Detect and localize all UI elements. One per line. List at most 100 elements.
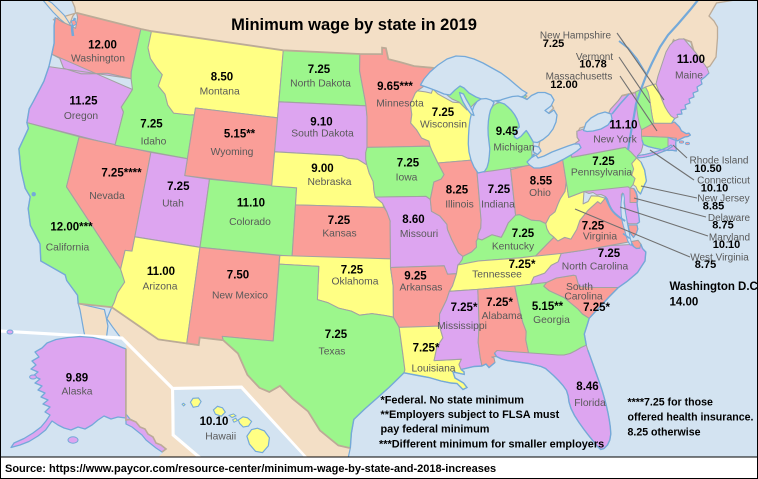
- svg-text:Ohio: Ohio: [529, 188, 551, 199]
- svg-text:Iowa: Iowa: [396, 173, 418, 184]
- svg-text:7.25: 7.25: [582, 221, 605, 233]
- svg-text:10.10: 10.10: [200, 416, 229, 428]
- svg-text:7.25****: 7.25****: [101, 168, 142, 180]
- svg-text:Oklahoma: Oklahoma: [332, 277, 379, 288]
- svg-text:9.10: 9.10: [310, 117, 332, 129]
- svg-text:Idaho: Idaho: [141, 137, 167, 148]
- svg-text:Wisconsin: Wisconsin: [420, 120, 467, 131]
- svg-text:7.25: 7.25: [325, 329, 348, 341]
- svg-text:5.15**: 5.15**: [224, 129, 256, 141]
- svg-text:Maryland: Maryland: [709, 233, 750, 244]
- svg-text:Connecticut: Connecticut: [697, 176, 750, 187]
- svg-text:pay federal minimum: pay federal minimum: [381, 424, 490, 436]
- svg-text:Washington: Washington: [71, 54, 125, 65]
- svg-text:Arkansas: Arkansas: [400, 283, 443, 294]
- svg-text:Delaware: Delaware: [708, 213, 751, 224]
- svg-text:***Different minimum for small: ***Different minimum for smaller employe…: [379, 438, 604, 450]
- svg-text:Colorado: Colorado: [229, 217, 271, 228]
- svg-text:9.25: 9.25: [404, 271, 427, 283]
- svg-text:Louisiana: Louisiana: [411, 364, 455, 375]
- svg-text:Wyoming: Wyoming: [211, 147, 254, 158]
- svg-text:7.25*: 7.25*: [486, 297, 513, 309]
- svg-text:Tennessee: Tennessee: [472, 270, 522, 281]
- svg-text:9.00: 9.00: [311, 163, 333, 175]
- svg-text:Nevada: Nevada: [89, 191, 125, 202]
- svg-text:7.25: 7.25: [592, 156, 615, 168]
- svg-text:New York: New York: [593, 135, 637, 146]
- svg-text:Vermont: Vermont: [576, 52, 613, 63]
- svg-text:7.25*: 7.25*: [413, 343, 440, 355]
- svg-text:11.00: 11.00: [677, 54, 705, 66]
- svg-text:Mississippi: Mississippi: [437, 321, 487, 332]
- svg-text:Source: https://www.paycor.com: Source: https://www.paycor.com/resource-…: [5, 463, 496, 475]
- svg-text:9.65***: 9.65***: [377, 81, 413, 93]
- svg-text:10.50: 10.50: [694, 163, 722, 175]
- svg-text:Oregon: Oregon: [64, 111, 99, 122]
- svg-text:Illinois: Illinois: [445, 199, 474, 210]
- svg-text:12.00: 12.00: [550, 79, 578, 91]
- svg-text:8.85: 8.85: [703, 201, 724, 213]
- svg-text:7.50: 7.50: [227, 270, 249, 282]
- svg-text:Alaska: Alaska: [62, 387, 93, 398]
- svg-text:California: California: [46, 242, 90, 253]
- svg-text:Texas: Texas: [319, 347, 346, 358]
- svg-text:Arizona: Arizona: [143, 282, 178, 293]
- svg-text:7.25*: 7.25*: [509, 259, 536, 271]
- svg-text:12.00: 12.00: [88, 40, 117, 52]
- svg-text:****7.25 for those: ****7.25 for those: [628, 397, 713, 409]
- svg-text:Michigan: Michigan: [493, 143, 534, 154]
- svg-text:7.25: 7.25: [328, 215, 351, 227]
- svg-text:New Hampshire: New Hampshire: [540, 31, 612, 42]
- svg-text:10.10: 10.10: [701, 183, 729, 195]
- svg-text:12.00***: 12.00***: [50, 222, 93, 234]
- svg-text:Massachusetts: Massachusetts: [546, 72, 613, 83]
- svg-text:8.46: 8.46: [576, 381, 598, 393]
- svg-text:offered health insurance.: offered health insurance.: [628, 412, 754, 424]
- svg-text:8.25: 8.25: [446, 185, 469, 197]
- svg-text:9.45: 9.45: [496, 126, 519, 138]
- svg-text:Washington D.C.: Washington D.C.: [670, 281, 758, 293]
- svg-text:7.25: 7.25: [167, 181, 190, 193]
- svg-text:Kansas: Kansas: [322, 229, 356, 240]
- svg-text:South Dakota: South Dakota: [291, 128, 354, 139]
- svg-text:7.25: 7.25: [598, 248, 621, 260]
- svg-text:7.25: 7.25: [488, 184, 511, 196]
- svg-text:Virginia: Virginia: [583, 231, 617, 242]
- svg-text:7.25: 7.25: [543, 38, 564, 50]
- svg-text:7.25*: 7.25*: [583, 302, 610, 314]
- svg-text:Utah: Utah: [162, 199, 184, 210]
- svg-text:5.15**: 5.15**: [532, 301, 564, 313]
- svg-text:Hawaii: Hawaii: [205, 432, 236, 443]
- svg-text:Georgia: Georgia: [533, 315, 570, 326]
- svg-text:Carolina: Carolina: [564, 291, 603, 302]
- svg-text:14.00: 14.00: [670, 297, 699, 309]
- svg-text:8.75: 8.75: [695, 259, 716, 271]
- svg-text:8.75: 8.75: [712, 220, 733, 232]
- svg-text:South: South: [566, 282, 593, 293]
- svg-text:7.25*: 7.25*: [451, 302, 478, 314]
- svg-text:11.10: 11.10: [609, 120, 637, 132]
- svg-text:Minimum wage by state in 2019: Minimum wage by state in 2019: [231, 16, 477, 34]
- svg-text:11.00: 11.00: [147, 266, 175, 278]
- svg-text:8.50: 8.50: [211, 72, 233, 84]
- svg-text:7.25: 7.25: [140, 119, 163, 131]
- svg-text:Kentucky: Kentucky: [492, 242, 535, 253]
- svg-text:Florida: Florida: [574, 398, 606, 409]
- svg-text:Alabama: Alabama: [482, 311, 523, 322]
- svg-text:*Federal. No state minimum: *Federal. No state minimum: [381, 395, 525, 407]
- svg-text:Nebraska: Nebraska: [307, 177, 351, 188]
- svg-text:Montana: Montana: [200, 87, 240, 98]
- svg-text:Maine: Maine: [675, 71, 703, 82]
- svg-text:Indiana: Indiana: [481, 199, 515, 210]
- svg-text:New Jersey: New Jersey: [697, 194, 749, 205]
- svg-text:7.25: 7.25: [397, 158, 420, 170]
- svg-text:8.25 otherwise: 8.25 otherwise: [628, 427, 701, 439]
- svg-text:7.25: 7.25: [341, 265, 364, 277]
- svg-text:7.25: 7.25: [512, 228, 535, 240]
- svg-text:New Mexico: New Mexico: [212, 291, 268, 302]
- svg-text:**Employers subject to FLSA mu: **Employers subject to FLSA must: [381, 409, 560, 421]
- svg-text:11.10: 11.10: [237, 197, 265, 209]
- svg-text:9.89: 9.89: [66, 373, 88, 385]
- svg-text:7.25: 7.25: [308, 64, 331, 76]
- svg-text:10.78: 10.78: [579, 59, 607, 71]
